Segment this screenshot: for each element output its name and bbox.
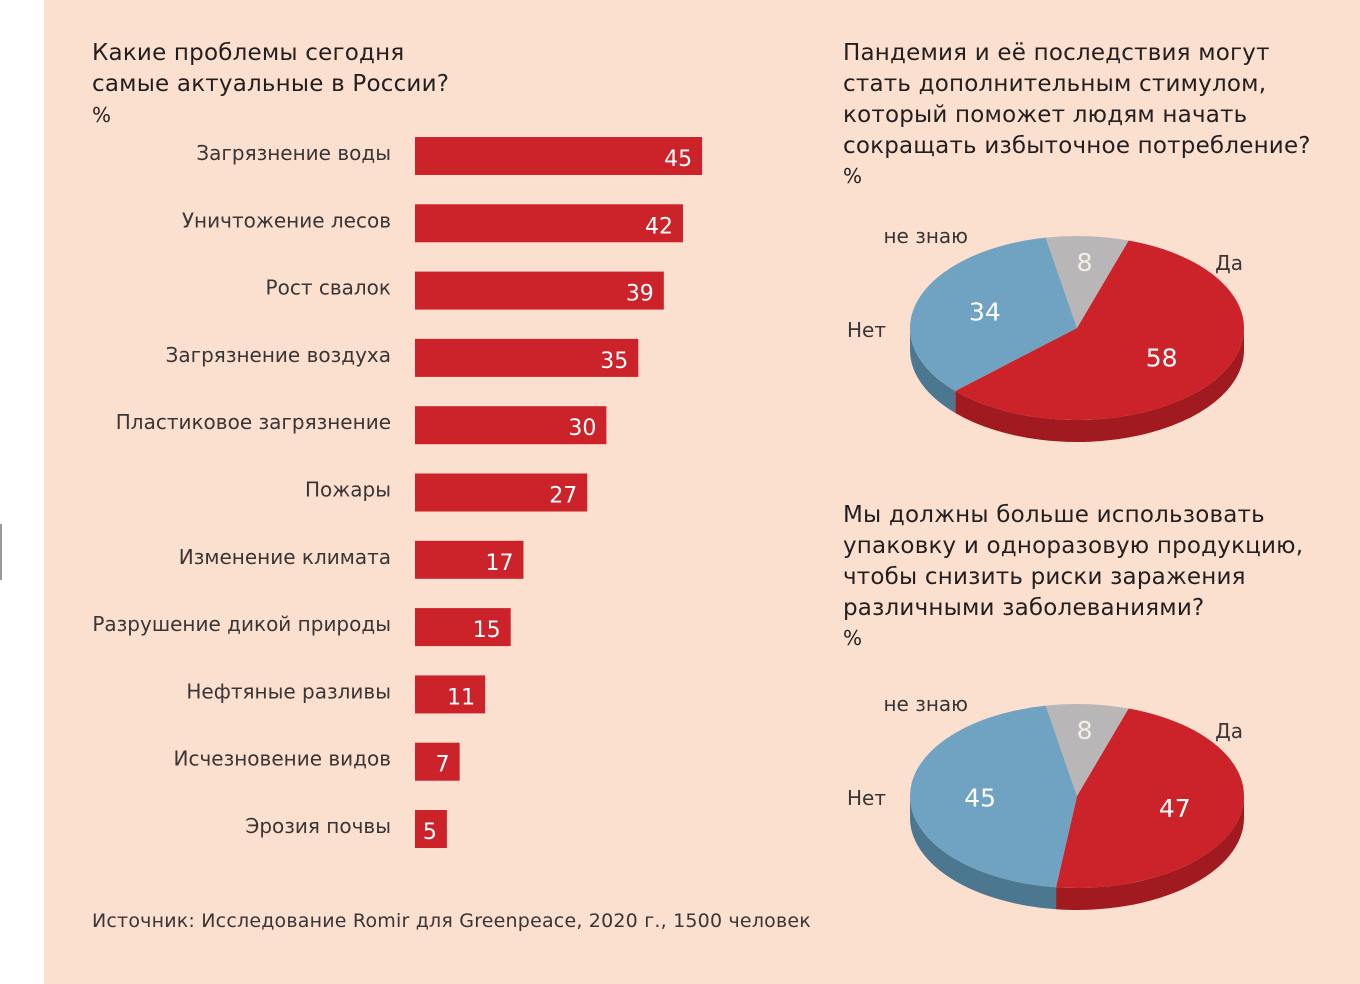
pie-slice [1056, 708, 1244, 888]
pie-slice [955, 240, 1244, 420]
bar-category-label: Изменение климата [179, 545, 391, 569]
bar [415, 338, 639, 377]
pie-category-label: не знаю [883, 224, 968, 248]
bar-category-label: Исчезновение видов [174, 747, 392, 771]
bar-category-label: Разрушение дикой природы [92, 612, 391, 636]
bar-chart-title: Какие проблемы сегодня самые актуальные … [92, 40, 450, 97]
edge-mark [0, 524, 2, 580]
bar-item: Уничтожение лесов 42 [182, 204, 683, 243]
pie-value-label: 45 [964, 784, 996, 813]
bar-category-label: Рост свалок [266, 276, 391, 300]
bar-category-label: Пожары [305, 478, 391, 502]
pie-side-segment [1056, 796, 1244, 910]
bar-value-label: 15 [473, 618, 501, 643]
bar-category-label: Уничтожение лесов [182, 208, 391, 232]
bar-category-label: Пластиковое загрязнение [116, 410, 391, 434]
bar [415, 137, 703, 175]
bar-value-label: 7 [436, 753, 450, 778]
bar-item: Рост свалок 39 [266, 271, 664, 310]
bar-item: Исчезновение видов 7 [174, 742, 460, 781]
bar-category-label: Загрязнение воздуха [166, 343, 391, 367]
bar [415, 204, 683, 243]
pie-category-label: Нет [847, 318, 886, 342]
bar-value-label: 11 [447, 685, 475, 710]
source-note: Источник: Исследование Romir для Greenpe… [92, 910, 811, 932]
bar [415, 742, 460, 781]
bar [415, 473, 588, 512]
bar [415, 810, 447, 848]
bar-value-label: 17 [485, 551, 513, 576]
bar [415, 608, 511, 647]
pie-value-label: 8 [1077, 716, 1093, 745]
pie-chart-1: 58 34 8 Да Нет не знаю [847, 224, 1244, 443]
bar [415, 540, 524, 579]
bar-chart-unit: % [92, 103, 112, 127]
pie-side-segment [910, 328, 956, 413]
pie-category-label: Нет [847, 786, 886, 810]
bar-value-label: 35 [600, 349, 628, 374]
bar [415, 406, 607, 445]
pie2-title: Мы должны больше использовать упаковку и… [843, 502, 1304, 621]
pie1-title: Пандемия и её последствия могут стать до… [843, 40, 1311, 159]
pie-slice [1045, 236, 1129, 328]
bar-value-label: 30 [568, 416, 596, 441]
bar-value-label: 5 [423, 820, 437, 845]
pie-slice [910, 705, 1077, 888]
bar-item: Загрязнение воздуха 35 [166, 338, 639, 377]
bar-category-label: Загрязнение воды [196, 141, 391, 165]
pie-value-label: 34 [969, 298, 1001, 327]
bar-value-label: 39 [626, 282, 654, 307]
pie-side-segment [910, 796, 1057, 910]
bar-item: Нефтяные разливы 11 [186, 675, 486, 714]
bar-item: Пожары 27 [305, 473, 588, 512]
pie2-unit: % [843, 626, 863, 650]
pie-slice [1045, 704, 1129, 796]
bar [415, 271, 664, 310]
bar-item: Изменение климата 17 [179, 540, 524, 579]
bar-item: Загрязнение воды 45 [196, 137, 703, 175]
pie-chart-2: 47 45 8 Да Нет не знаю [847, 692, 1244, 910]
pie-side [910, 796, 1244, 910]
pie-value-label: 58 [1146, 344, 1178, 373]
bar-item: Пластиковое загрязнение 30 [116, 406, 607, 445]
bar-item: Разрушение дикой природы 15 [92, 608, 511, 647]
pie-value-label: 8 [1077, 248, 1093, 277]
pie1-unit: % [843, 164, 863, 188]
pie-category-label: Да [1215, 719, 1243, 743]
pie-side [910, 328, 1244, 443]
pie-side-segment [955, 328, 1244, 443]
pie-slice [910, 237, 1077, 391]
pie-value-label: 47 [1159, 794, 1191, 823]
bar-value-label: 42 [645, 214, 673, 239]
bar-chart: Загрязнение воды 45 Уничтожение лесов 42 Рос… [92, 137, 703, 848]
bar-value-label: 45 [664, 147, 692, 172]
bar-item: Эрозия почвы 5 [245, 810, 447, 848]
bar-category-label: Эрозия почвы [245, 814, 391, 838]
bar-category-label: Нефтяные разливы [186, 679, 391, 703]
pie-category-label: Да [1215, 251, 1243, 275]
bar-value-label: 27 [549, 484, 577, 509]
bar [415, 675, 486, 714]
pie-category-label: не знаю [883, 692, 968, 716]
